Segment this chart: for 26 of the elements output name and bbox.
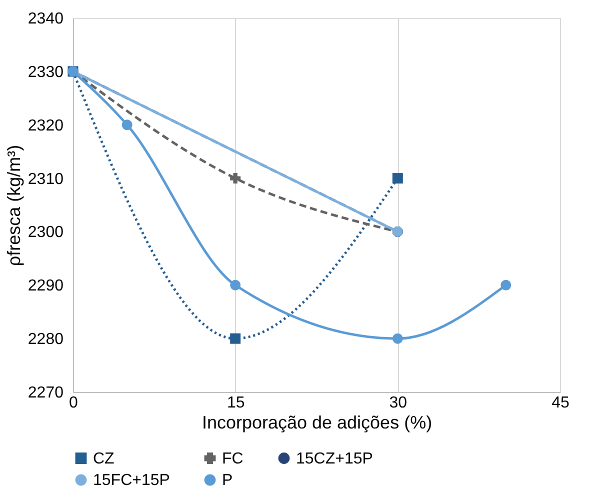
legend-label: P bbox=[222, 472, 233, 489]
y-axis-title: ρfresca (kg/m³) bbox=[4, 144, 24, 266]
legend-label: 15FC+15P bbox=[93, 472, 170, 489]
point bbox=[230, 333, 241, 344]
x-tick-label: 15 bbox=[226, 394, 245, 412]
x-tick-label: 30 bbox=[389, 394, 408, 412]
point bbox=[500, 280, 512, 290]
y-tick-label: 2280 bbox=[28, 331, 64, 348]
y-tick-label: 2330 bbox=[28, 64, 64, 81]
x-tick-label: 45 bbox=[552, 394, 570, 412]
y-tick-label: 2290 bbox=[28, 278, 64, 295]
y-tick-label: 2340 bbox=[28, 10, 64, 28]
y-tick-label: 2320 bbox=[28, 117, 64, 134]
point bbox=[230, 173, 241, 184]
legend-label: CZ bbox=[93, 450, 115, 468]
point bbox=[230, 280, 241, 290]
point bbox=[392, 333, 403, 344]
legend-label: FC bbox=[222, 450, 244, 468]
y-tick-label: 2310 bbox=[28, 170, 64, 188]
point bbox=[392, 173, 403, 184]
legend-label: 15CZ+15P bbox=[296, 450, 373, 468]
point bbox=[122, 120, 132, 130]
x-tick-label: 0 bbox=[69, 394, 78, 412]
y-tick-label: 2300 bbox=[28, 224, 64, 242]
y-tick-label: 2270 bbox=[28, 384, 64, 402]
x-axis-title: Incorporação de adições (%) bbox=[202, 412, 432, 432]
